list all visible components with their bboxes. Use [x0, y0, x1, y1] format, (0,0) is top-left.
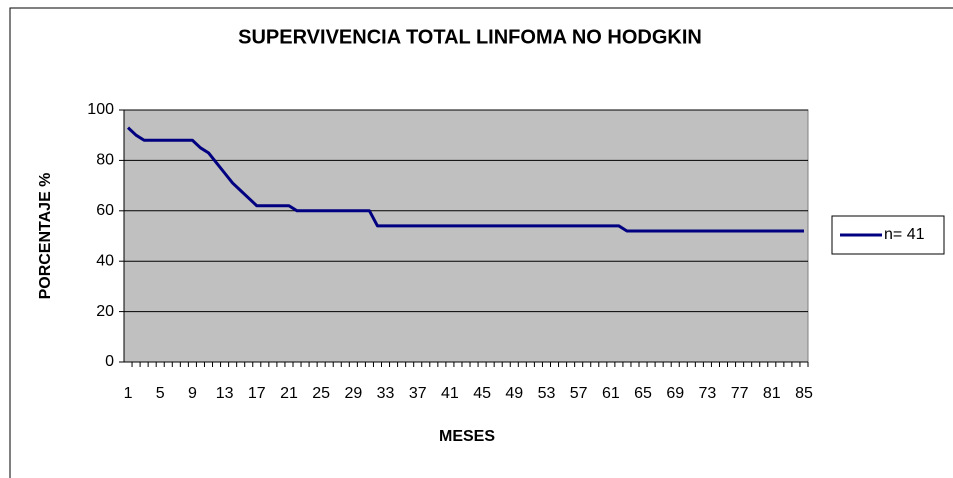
x-tick-label: 73 — [699, 385, 717, 402]
x-tick-label: 33 — [377, 385, 395, 402]
y-tick-label: 80 — [96, 152, 114, 169]
x-tick-label: 69 — [666, 385, 684, 402]
x-tick-label: 5 — [156, 385, 165, 402]
x-tick-label: 1 — [124, 385, 133, 402]
x-tick-label: 65 — [634, 385, 652, 402]
y-axis-label: PORCENTAJE % — [37, 173, 54, 300]
x-tick-label: 25 — [312, 385, 330, 402]
line-series — [126, 126, 804, 233]
x-tick-label: 41 — [441, 385, 459, 402]
legend-label: n= 41 — [884, 226, 925, 243]
y-tick-label: 40 — [96, 252, 114, 269]
x-tick-label: 9 — [188, 385, 197, 402]
y-tick-label: 0 — [105, 353, 114, 370]
x-tick-label: 21 — [280, 385, 298, 402]
x-tick-label: 77 — [731, 385, 749, 402]
x-axis-label: MESES — [439, 428, 495, 445]
x-tick-label: 53 — [538, 385, 556, 402]
y-tick-label: 100 — [87, 101, 114, 118]
y-tick-label: 60 — [96, 202, 114, 219]
x-tick-label: 17 — [248, 385, 266, 402]
chart-title: SUPERVIVENCIA TOTAL LINFOMA NO HODGKIN — [238, 26, 702, 48]
x-tick-label: 45 — [473, 385, 491, 402]
x-tick-label: 85 — [795, 385, 813, 402]
plot-area — [123, 109, 809, 363]
x-tick-label: 49 — [505, 385, 523, 402]
x-tick-label: 57 — [570, 385, 588, 402]
x-tick-label: 61 — [602, 385, 620, 402]
y-tick-label: 20 — [96, 303, 114, 320]
x-tick-label: 81 — [763, 385, 781, 402]
x-tick-label: 13 — [216, 385, 234, 402]
x-tick-label: 37 — [409, 385, 427, 402]
x-tick-label: 29 — [344, 385, 362, 402]
